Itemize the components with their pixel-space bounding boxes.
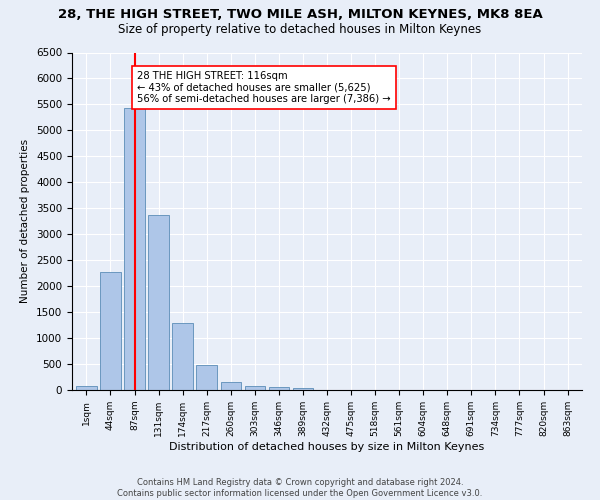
Text: Size of property relative to detached houses in Milton Keynes: Size of property relative to detached ho…	[118, 22, 482, 36]
Bar	[269, 387, 289, 390]
Text: 28, THE HIGH STREET, TWO MILE ASH, MILTON KEYNES, MK8 8EA: 28, THE HIGH STREET, TWO MILE ASH, MILTO…	[58, 8, 542, 20]
Bar	[221, 382, 241, 390]
Bar	[172, 322, 193, 390]
Bar	[124, 108, 145, 390]
Bar	[293, 388, 313, 390]
Text: 28 THE HIGH STREET: 116sqm
← 43% of detached houses are smaller (5,625)
56% of s: 28 THE HIGH STREET: 116sqm ← 43% of deta…	[137, 70, 391, 104]
Bar	[245, 386, 265, 390]
X-axis label: Distribution of detached houses by size in Milton Keynes: Distribution of detached houses by size …	[169, 442, 485, 452]
Text: Contains HM Land Registry data © Crown copyright and database right 2024.
Contai: Contains HM Land Registry data © Crown c…	[118, 478, 482, 498]
Bar	[148, 214, 169, 390]
Bar	[196, 366, 217, 390]
Bar	[76, 386, 97, 390]
Y-axis label: Number of detached properties: Number of detached properties	[20, 139, 31, 304]
Bar	[100, 272, 121, 390]
